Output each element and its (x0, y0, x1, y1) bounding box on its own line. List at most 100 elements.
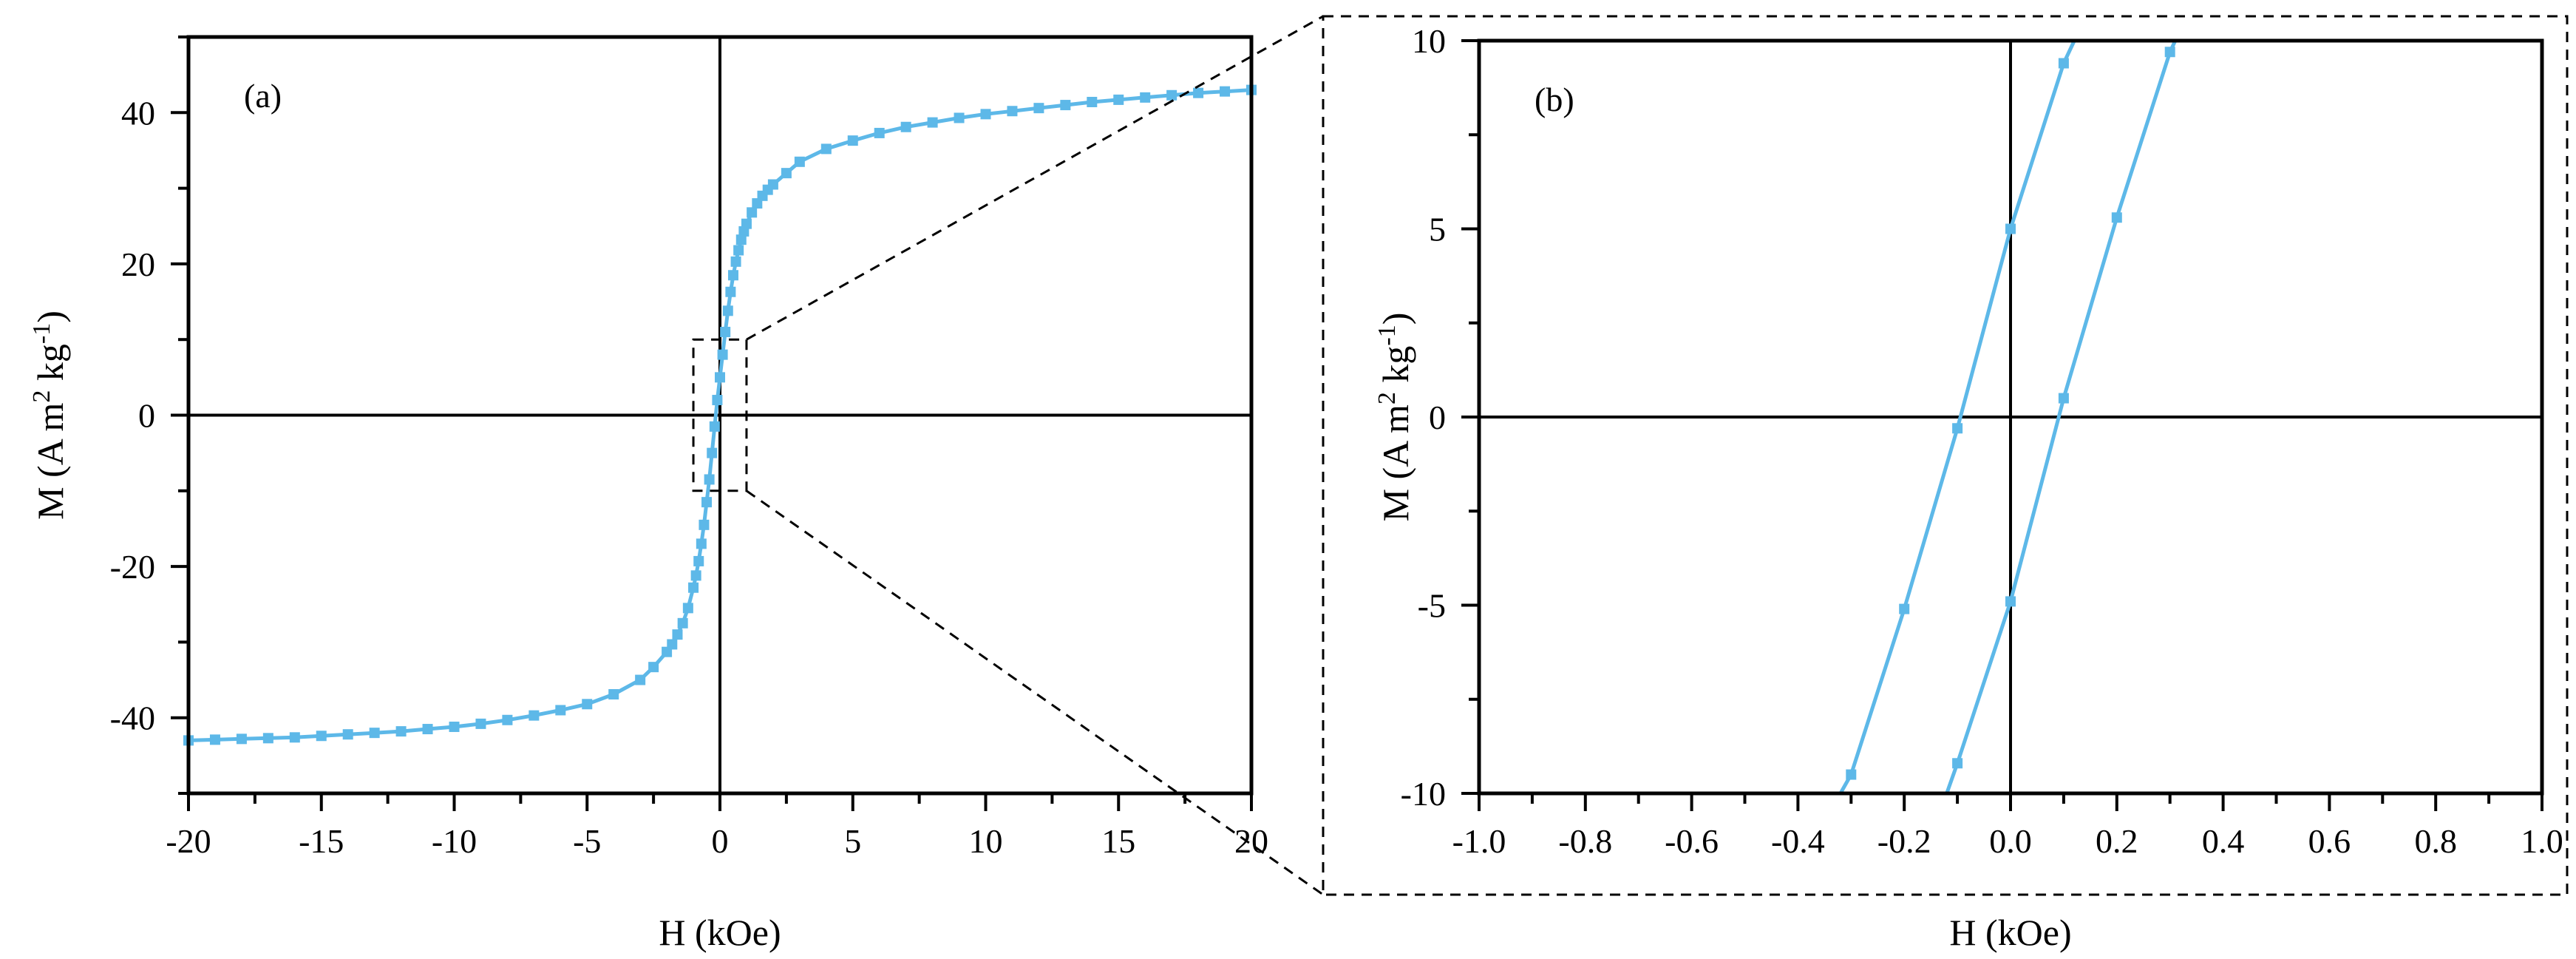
panel-b-series-1-point (2058, 393, 2069, 404)
panel-a-x-axis-label: H (kOe) (659, 912, 781, 953)
panel-a-series-0-point (422, 724, 433, 735)
zoom-connector-top (746, 15, 1324, 341)
panel-a-plot-frame (186, 35, 1254, 796)
panel-a-series-0-point (733, 245, 744, 256)
panel-a-y-tick-label: 40 (121, 94, 155, 132)
panel-a-series-0-point (342, 729, 353, 740)
panel-b-series-0-point (2058, 58, 2069, 69)
panel-a-series-0-point (682, 603, 693, 614)
panel-a-series-0-point (648, 662, 659, 673)
panel-a-y-tick-label: 0 (138, 397, 155, 435)
panel-b-x-tick-label: 0.4 (2202, 822, 2245, 860)
panel-a-ylabel-sup2: -1 (28, 323, 55, 344)
panel-a-series-0-point (316, 731, 327, 742)
panel-b-plot-frame (1477, 38, 2544, 796)
panel-a-series-0-point (707, 447, 718, 458)
panel-b-ylabel-mid: kg (1375, 346, 1416, 393)
panel-a-series-0-point (262, 733, 273, 744)
panel-a-series-0-point (699, 519, 710, 530)
panel-b-series-1-point (1952, 758, 1963, 769)
panel-b-x-tick-label: -0.2 (1877, 822, 1931, 860)
panel-a-series-0-point (289, 732, 300, 743)
panel-b-ylabel-main: M (A m (1375, 404, 1416, 521)
panel-a-series-0-point (715, 372, 725, 383)
panel-b: -1.0 -0.8 -0.6 -0.4 -0.2 0.0 0.2 0.4 0.6 0.8 1.0 -1… (1322, 15, 2569, 953)
panel-b-series-0-point (1952, 423, 1963, 434)
panel-b-x-tick-label: -1.0 (1452, 822, 1506, 860)
panel-a-y-tick-label: -40 (110, 699, 155, 737)
panel-a-x-tick-label: -5 (573, 822, 601, 860)
panel-a-ylabel-end: ) (30, 311, 71, 323)
panel-a-x-tick-label: 20 (1234, 822, 1268, 860)
panel-a-series-0-point (582, 699, 593, 710)
panel-a-series-0-point (712, 395, 723, 406)
panel-a-series-0-point (1087, 96, 1098, 107)
panel-a-series-0-point (696, 538, 707, 549)
panel-a-series-0-point (1193, 87, 1204, 98)
panel-a-series-0-point (529, 710, 540, 721)
panel-a-series-0-point (980, 109, 991, 120)
panel-a-label: (a) (244, 77, 282, 115)
panel-a-series-0-point (1166, 89, 1177, 101)
panel-a-series-0-point (555, 705, 566, 716)
panel-a-series-0-point (672, 629, 683, 640)
panel-b-x-axis-label: H (kOe) (1949, 912, 2071, 953)
panel-b-series-1-point (2111, 212, 2122, 223)
panel-a-series-0-point (709, 421, 720, 432)
panel-b-x-tick-label: -0.4 (1771, 822, 1825, 860)
panel-b-x-tick-label: 0.8 (2414, 822, 2457, 860)
panel-b-label: (b) (1535, 81, 1574, 118)
panel-a-series-0-point (475, 718, 486, 729)
panel-b-y-tick-label: 0 (1429, 399, 1446, 436)
panel-a-y-axis-label: M (A m2 kg-1) (28, 311, 71, 520)
panel-a-series-0-point (1060, 100, 1071, 111)
panel-a-series-0-point (874, 127, 885, 138)
panel-a-x-tick-label: -20 (166, 822, 211, 860)
panel-a-ylabel-sup1: 2 (28, 390, 55, 403)
panel-a-series-0-point (730, 256, 741, 267)
panel-a-series-0-point (1113, 94, 1124, 105)
panel-a-x-tick-label: 0 (712, 822, 729, 860)
panel-a-series-0-point (688, 582, 699, 593)
panel-b-series-1-point (2005, 596, 2016, 607)
panel-a-series-0-point (1140, 92, 1151, 103)
panel-b-x-tick-label: -0.8 (1558, 822, 1612, 860)
panel-b-ylabel-sup2: -1 (1373, 325, 1401, 345)
panel-b-ylabel-end: ) (1375, 313, 1416, 325)
panel-b-series-0-point (1899, 603, 1910, 614)
panel-a: -20 -15 -10 -5 0 5 10 15 20 -40 -20 0 20 40 (a) H (kO… (28, 35, 1268, 953)
panel-b-y-tick-label: -10 (1401, 775, 1446, 813)
panel-a-series-0-point (236, 733, 247, 745)
panel-a-series-0-point (747, 207, 758, 218)
panel-a-series-0-point (677, 617, 688, 628)
panel-a-series-0-point (954, 112, 965, 123)
panel-b-x-tick-label: 0.0 (1989, 822, 2032, 860)
panel-a-series-0-point (720, 326, 731, 337)
panel-a-series-0-point (1220, 86, 1231, 97)
panel-a-series-0-point (725, 286, 736, 297)
panel-a-y-tick-label: 20 (121, 245, 155, 283)
panel-a-series-0-point (752, 198, 763, 209)
panel-a-x-tick-label: 15 (1101, 822, 1135, 860)
panel-b-y-tick-label: -5 (1418, 587, 1446, 625)
panel-a-ylabel-mid: kg (30, 344, 71, 390)
panel-a-y-tick-label: -20 (110, 548, 155, 586)
panel-a-ylabel-main: M (A m (30, 402, 71, 519)
panel-a-series-0-point (794, 156, 805, 167)
panel-b-ylabel-sup1: 2 (1373, 392, 1401, 404)
panel-a-series-0-point (369, 728, 380, 739)
panel-a-series-0-point (1007, 106, 1018, 117)
panel-a-series-0-point (1033, 103, 1044, 114)
panel-a-series-0-point (722, 305, 733, 316)
panel-a-series-0-point (608, 688, 619, 699)
panel-a-series-0-point (735, 234, 747, 245)
panel-b-x-tick-label: -0.6 (1665, 822, 1719, 860)
panel-a-series-0-point (704, 474, 715, 485)
panel-b-dashed-border (1322, 15, 2569, 896)
panel-a-series-0-point (209, 734, 220, 745)
panel-a-series-0-point (690, 570, 701, 581)
panel-a-series-0-point (927, 117, 938, 128)
panel-a-series-0-point (662, 646, 673, 657)
panel-b-series-0-point (1846, 769, 1857, 780)
